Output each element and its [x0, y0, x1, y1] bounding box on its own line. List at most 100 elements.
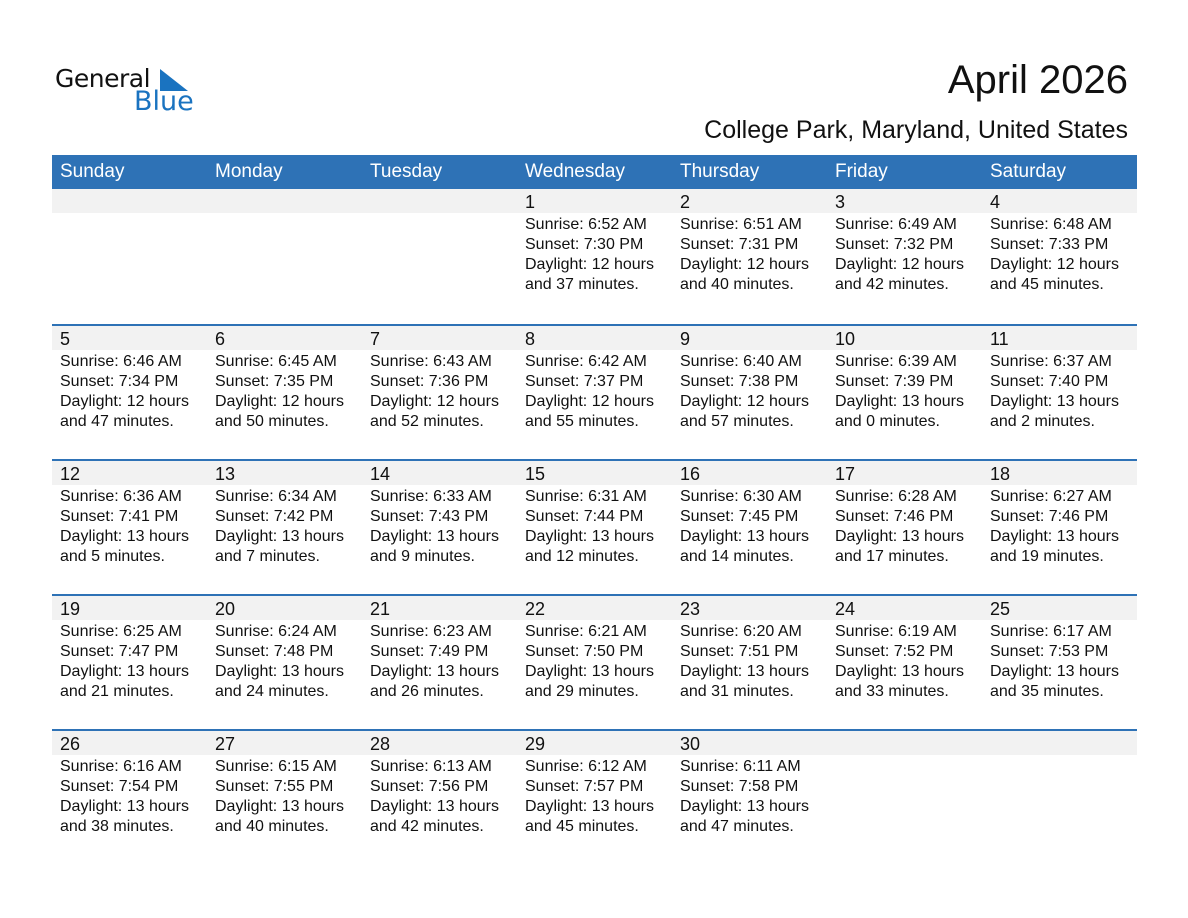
minutes-text: and 37 minutes. [525, 276, 639, 293]
date-band [517, 731, 672, 755]
sunset-text: Sunset: 7:52 PM [835, 643, 954, 660]
date-band [207, 326, 362, 350]
day-cell [827, 731, 982, 864]
sun-info: Sunrise: 6:16 AM Sunset: 7:54 PM Daylight:… [60, 757, 189, 837]
sunset-text: Sunset: 7:32 PM [835, 236, 954, 253]
day-cell: 3 Sunrise: 6:49 AM Sunset: 7:32 PM Daylight… [827, 189, 982, 324]
minutes-text: and 26 minutes. [370, 683, 484, 700]
day-number: 8 [525, 329, 536, 349]
sun-info: Sunrise: 6:36 AM Sunset: 7:41 PM Daylight:… [60, 487, 189, 567]
minutes-text: and 42 minutes. [835, 276, 949, 293]
sun-info: Sunrise: 6:21 AM Sunset: 7:50 PM Daylight:… [525, 622, 654, 702]
day-number: 19 [60, 599, 81, 619]
daylight-text: Daylight: 13 hours [215, 528, 344, 545]
day-number: 13 [215, 464, 236, 484]
day-number: 29 [525, 734, 546, 754]
day-cell: 11 Sunrise: 6:37 AM Sunset: 7:40 PM Dayligh… [982, 326, 1137, 459]
minutes-text: and 9 minutes. [370, 548, 475, 565]
date-band [982, 326, 1137, 350]
date-band [52, 326, 207, 350]
sunrise-text: Sunrise: 6:33 AM [370, 488, 492, 505]
sun-info: Sunrise: 6:11 AM Sunset: 7:58 PM Daylight:… [680, 757, 809, 837]
sun-info: Sunrise: 6:12 AM Sunset: 7:57 PM Daylight:… [525, 757, 654, 837]
day-cell: 4 Sunrise: 6:48 AM Sunset: 7:33 PM Daylight… [982, 189, 1137, 324]
day-number: 22 [525, 599, 546, 619]
daylight-text: Daylight: 13 hours [990, 663, 1119, 680]
daylight-text: Daylight: 12 hours [835, 256, 964, 273]
sunrise-text: Sunrise: 6:49 AM [835, 216, 957, 233]
sunset-text: Sunset: 7:40 PM [990, 373, 1109, 390]
sunset-text: Sunset: 7:39 PM [835, 373, 954, 390]
sunrise-text: Sunrise: 6:37 AM [990, 353, 1112, 370]
date-band [672, 596, 827, 620]
week-row: 19 Sunrise: 6:25 AM Sunset: 7:47 PM Dayligh… [52, 594, 1137, 729]
date-band [517, 596, 672, 620]
daylight-text: Daylight: 13 hours [370, 528, 499, 545]
sun-info: Sunrise: 6:28 AM Sunset: 7:46 PM Daylight:… [835, 487, 964, 567]
date-band [52, 461, 207, 485]
minutes-text: and 17 minutes. [835, 548, 949, 565]
minutes-text: and 21 minutes. [60, 683, 174, 700]
sun-info: Sunrise: 6:23 AM Sunset: 7:49 PM Daylight:… [370, 622, 499, 702]
sunrise-text: Sunrise: 6:19 AM [835, 623, 957, 640]
date-band [362, 326, 517, 350]
date-band [982, 189, 1137, 213]
sunrise-text: Sunrise: 6:36 AM [60, 488, 182, 505]
sunset-text: Sunset: 7:47 PM [60, 643, 179, 660]
day-number: 27 [215, 734, 236, 754]
sun-info: Sunrise: 6:24 AM Sunset: 7:48 PM Daylight:… [215, 622, 344, 702]
day-number: 30 [680, 734, 701, 754]
weekday-wednesday: Wednesday [525, 161, 625, 182]
daylight-text: Daylight: 13 hours [990, 393, 1119, 410]
daylight-text: Daylight: 13 hours [215, 798, 344, 815]
daylight-text: Daylight: 13 hours [60, 528, 189, 545]
daylight-text: Daylight: 13 hours [680, 528, 809, 545]
date-band [672, 189, 827, 213]
sun-info: Sunrise: 6:39 AM Sunset: 7:39 PM Daylight:… [835, 352, 964, 432]
week-row: 26 Sunrise: 6:16 AM Sunset: 7:54 PM Dayligh… [52, 729, 1137, 864]
sunset-text: Sunset: 7:30 PM [525, 236, 644, 253]
sunrise-text: Sunrise: 6:17 AM [990, 623, 1112, 640]
sunset-text: Sunset: 7:51 PM [680, 643, 799, 660]
daylight-text: Daylight: 13 hours [60, 663, 189, 680]
sun-info: Sunrise: 6:52 AM Sunset: 7:30 PM Daylight:… [525, 215, 654, 295]
daylight-text: Daylight: 12 hours [60, 393, 189, 410]
sunrise-text: Sunrise: 6:52 AM [525, 216, 647, 233]
day-number: 24 [835, 599, 856, 619]
minutes-text: and 47 minutes. [680, 818, 794, 835]
sunrise-text: Sunrise: 6:30 AM [680, 488, 802, 505]
date-band [52, 596, 207, 620]
sunset-text: Sunset: 7:33 PM [990, 236, 1109, 253]
sunset-text: Sunset: 7:58 PM [680, 778, 799, 795]
day-number: 7 [370, 329, 381, 349]
sunset-text: Sunset: 7:36 PM [370, 373, 489, 390]
day-cell [362, 189, 517, 324]
date-band [52, 189, 207, 213]
date-band [827, 461, 982, 485]
sunset-text: Sunset: 7:50 PM [525, 643, 644, 660]
sunset-text: Sunset: 7:54 PM [60, 778, 179, 795]
sun-info: Sunrise: 6:49 AM Sunset: 7:32 PM Daylight:… [835, 215, 964, 295]
sunrise-text: Sunrise: 6:16 AM [60, 758, 182, 775]
sunset-text: Sunset: 7:57 PM [525, 778, 644, 795]
sunrise-text: Sunrise: 6:28 AM [835, 488, 957, 505]
week-row: 12 Sunrise: 6:36 AM Sunset: 7:41 PM Dayligh… [52, 459, 1137, 594]
weekday-monday: Monday [215, 161, 283, 182]
day-cell: 27 Sunrise: 6:15 AM Sunset: 7:55 PM Dayligh… [207, 731, 362, 864]
sunrise-text: Sunrise: 6:43 AM [370, 353, 492, 370]
location-subtitle: College Park, Maryland, United States [704, 116, 1128, 144]
daylight-text: Daylight: 12 hours [370, 393, 499, 410]
sunrise-text: Sunrise: 6:27 AM [990, 488, 1112, 505]
date-band [517, 326, 672, 350]
day-number: 9 [680, 329, 691, 349]
daylight-text: Daylight: 13 hours [215, 663, 344, 680]
weekday-sunday: Sunday [60, 161, 125, 182]
day-number: 10 [835, 329, 856, 349]
daylight-text: Daylight: 12 hours [990, 256, 1119, 273]
day-cell: 18 Sunrise: 6:27 AM Sunset: 7:46 PM Dayligh… [982, 461, 1137, 594]
minutes-text: and 5 minutes. [60, 548, 165, 565]
daylight-text: Daylight: 12 hours [680, 393, 809, 410]
day-cell: 17 Sunrise: 6:28 AM Sunset: 7:46 PM Dayligh… [827, 461, 982, 594]
minutes-text: and 29 minutes. [525, 683, 639, 700]
day-number: 18 [990, 464, 1011, 484]
